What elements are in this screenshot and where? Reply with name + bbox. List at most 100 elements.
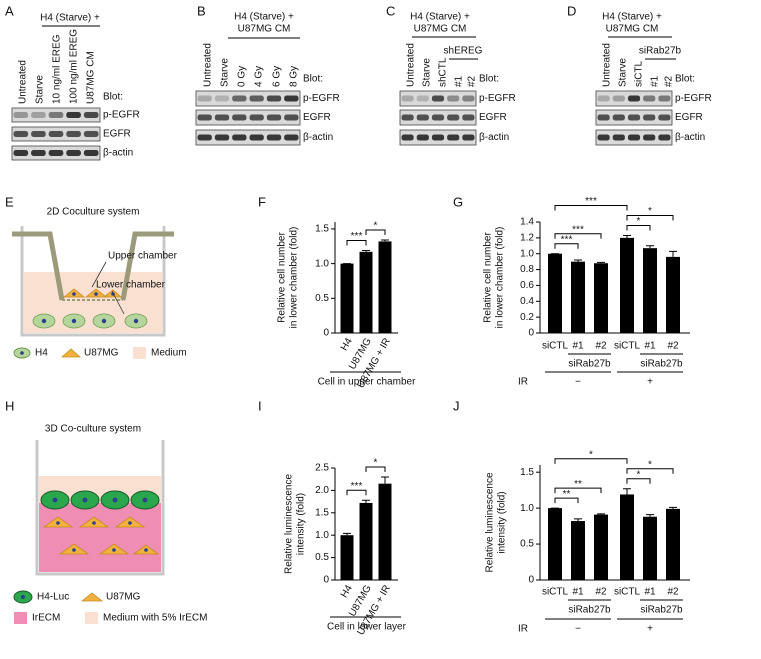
band <box>447 134 460 141</box>
significance-bracket <box>554 233 602 239</box>
blot-header: U87MG CM <box>238 24 291 35</box>
x-tick-label: #2 <box>595 587 607 598</box>
band <box>658 114 671 121</box>
error-bar <box>597 513 605 515</box>
lane-label: Untreated <box>203 43 214 87</box>
significance-label: *** <box>351 231 363 242</box>
band <box>643 95 656 102</box>
significance-label: * <box>589 449 593 460</box>
bar <box>378 483 392 580</box>
band <box>401 95 414 102</box>
x-tick-label: siCTL <box>614 341 641 352</box>
legend-dot <box>21 595 25 599</box>
blot-row-label: EGFR <box>675 112 703 123</box>
band <box>416 95 429 102</box>
y-tick-label: 1.0 <box>315 258 329 269</box>
blot-label: Blot: <box>479 74 499 85</box>
legend-dot <box>20 351 24 355</box>
y-tick-label: 0.6 <box>520 280 534 291</box>
legend-label: H4 <box>35 348 48 359</box>
error-bar <box>574 259 582 262</box>
y-tick-label: 1.0 <box>520 248 534 259</box>
bar <box>378 241 392 333</box>
leader <box>111 290 125 315</box>
x-tick-label: #1 <box>572 341 584 352</box>
panel-letter: C <box>386 3 395 18</box>
blot-header: H4 (Starve) + <box>602 12 662 23</box>
x-axis-label: Cell in upper chamber <box>318 377 416 388</box>
panel-letter: H <box>5 398 14 413</box>
band <box>266 95 282 102</box>
band <box>462 114 475 121</box>
legend-ecm <box>14 612 27 624</box>
condition-level: − <box>575 624 581 635</box>
blot-header: U87MG CM <box>606 24 659 35</box>
y-axis-label: Relative luminescence <box>485 472 496 572</box>
lane-label: 6 Gy <box>272 66 283 87</box>
bar <box>340 535 354 580</box>
lane-label: Untreated <box>18 60 29 104</box>
panel-letter: I <box>258 398 262 413</box>
y-tick-label: 1.0 <box>520 503 534 514</box>
band <box>612 114 625 121</box>
x-tick-label: siCTL <box>542 341 569 352</box>
error-bar <box>623 488 631 495</box>
lane-label: Untreated <box>602 43 613 87</box>
panel-letter: J <box>453 398 460 413</box>
lane-label: 100 ng/ml EREG <box>69 29 80 104</box>
y-axis-label: Relative luminescence <box>284 474 295 574</box>
y-axis-label: in lower chamber (fold) <box>289 227 300 329</box>
legend-label: Medium with 5% IrECM <box>103 613 207 624</box>
bar <box>643 516 657 580</box>
lane-label: #1 <box>650 75 661 87</box>
panel-letter: G <box>453 194 463 209</box>
band <box>48 112 64 118</box>
band <box>31 131 46 137</box>
significance-label: * <box>374 458 378 469</box>
condition-label: IR <box>518 624 528 635</box>
band <box>232 95 247 102</box>
blot-row-label: p-EGFR <box>479 93 516 104</box>
y-tick-label: 0.8 <box>520 264 534 275</box>
band <box>83 131 99 137</box>
panel-letter: D <box>567 3 576 18</box>
y-tick-label: 1.4 <box>520 217 534 228</box>
bar <box>594 263 608 333</box>
bar <box>594 514 608 580</box>
blot-row-label: β-actin <box>675 132 705 143</box>
band <box>66 150 81 156</box>
blot-row-label: EGFR <box>303 112 331 123</box>
significance-bracket <box>554 458 628 464</box>
band <box>416 134 429 141</box>
panel-letter: A <box>5 3 14 18</box>
bar <box>548 508 562 580</box>
band <box>401 114 414 121</box>
error-bar <box>669 250 677 257</box>
x-tick-label: #1 <box>644 341 656 352</box>
y-axis-label: intensity (fold) <box>296 493 307 555</box>
band <box>83 150 99 156</box>
band <box>447 114 460 121</box>
legend-u87mg <box>80 592 104 602</box>
band <box>214 114 230 121</box>
band <box>266 114 282 121</box>
lane-label: Untreated <box>406 43 417 87</box>
lane-label: 4 Gy <box>254 66 265 87</box>
band <box>462 134 475 141</box>
group-label: siRab27b <box>640 359 683 370</box>
y-tick-label: 0 <box>528 328 534 339</box>
error-bar <box>646 514 654 517</box>
significance-label: * <box>648 459 652 470</box>
y-axis-label: in lower chamber (fold) <box>495 227 506 329</box>
insert <box>12 231 174 301</box>
y-tick-label: 2.5 <box>315 463 329 474</box>
band <box>597 114 610 121</box>
legend-label: H4-Luc <box>37 592 69 603</box>
error-bar <box>381 239 389 242</box>
ecm <box>39 503 161 572</box>
significance-bracket <box>626 468 674 474</box>
significance-bracket <box>626 478 651 484</box>
band <box>597 134 610 141</box>
significance-label: * <box>374 221 378 232</box>
